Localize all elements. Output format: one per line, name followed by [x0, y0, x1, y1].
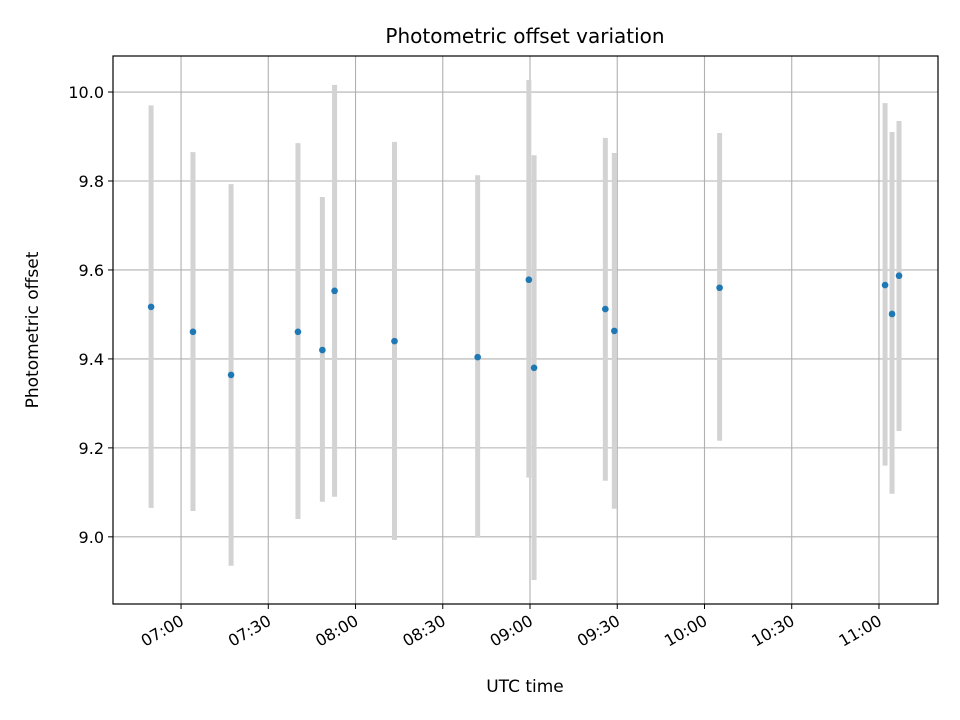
plot-frame	[112, 55, 939, 605]
y-tick-label: 10.0	[68, 83, 104, 102]
grid	[113, 56, 938, 604]
y-tick-label: 9.2	[79, 439, 104, 458]
y-tick-label: 9.0	[79, 528, 104, 547]
y-axis-label: Photometric offset	[23, 251, 43, 408]
data-point	[474, 353, 481, 361]
data-point	[189, 328, 197, 336]
y-ticks: 9.0 9.2 9.4 9.6 9.8 10.0	[68, 83, 113, 547]
data-point	[888, 310, 896, 318]
data-points	[147, 272, 903, 379]
data-point	[147, 303, 155, 311]
data-point	[391, 337, 398, 345]
data-point	[611, 327, 618, 335]
data-point	[530, 364, 538, 372]
y-tick-label: 9.4	[79, 350, 104, 369]
data-point	[319, 346, 326, 354]
data-point	[294, 328, 302, 336]
data-point	[331, 287, 338, 295]
x-axis-label: UTC time	[486, 677, 564, 697]
data-point	[525, 276, 533, 284]
y-tick-label: 9.6	[79, 261, 104, 280]
data-point	[716, 284, 723, 292]
data-point	[227, 371, 235, 379]
data-point	[602, 305, 609, 313]
data-point	[895, 272, 903, 280]
data-point	[881, 281, 889, 289]
chart-title: Photometric offset variation	[385, 24, 664, 48]
y-tick-label: 9.8	[79, 172, 104, 191]
